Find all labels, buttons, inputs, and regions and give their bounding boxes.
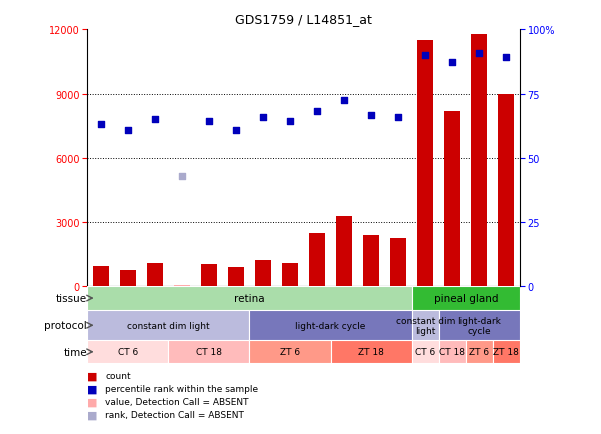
Point xyxy=(501,55,511,62)
Text: ■: ■ xyxy=(87,410,97,419)
Text: ZT 6: ZT 6 xyxy=(469,348,489,356)
Bar xyxy=(363,235,379,286)
Bar xyxy=(168,341,249,363)
Text: CT 18: CT 18 xyxy=(196,348,222,356)
Bar xyxy=(412,310,439,341)
Text: tissue: tissue xyxy=(56,293,87,303)
Text: constant dim light: constant dim light xyxy=(127,321,210,330)
Text: CT 6: CT 6 xyxy=(415,348,435,356)
Point xyxy=(123,127,132,134)
Bar xyxy=(466,341,493,363)
Bar xyxy=(255,261,271,286)
Bar xyxy=(471,35,487,286)
Bar xyxy=(249,341,331,363)
Point xyxy=(285,118,294,125)
Bar xyxy=(87,286,412,310)
Text: light-dark cycle: light-dark cycle xyxy=(295,321,366,330)
Point xyxy=(367,112,376,119)
Text: retina: retina xyxy=(234,293,264,303)
Bar xyxy=(87,310,249,341)
Bar xyxy=(444,112,460,286)
Point xyxy=(204,118,214,125)
Bar xyxy=(282,263,298,286)
Text: value, Detection Call = ABSENT: value, Detection Call = ABSENT xyxy=(105,397,249,406)
Text: count: count xyxy=(105,371,131,380)
Point xyxy=(96,121,106,128)
Point xyxy=(231,127,240,134)
Bar xyxy=(336,216,352,286)
Bar xyxy=(493,341,520,363)
Text: time: time xyxy=(64,347,87,357)
Point xyxy=(475,50,484,57)
Point xyxy=(150,116,160,123)
Bar xyxy=(417,41,433,286)
Bar xyxy=(439,310,520,341)
Text: constant dim
light: constant dim light xyxy=(395,316,455,335)
Point xyxy=(258,115,268,122)
Bar xyxy=(249,310,412,341)
Bar xyxy=(93,266,109,286)
Bar xyxy=(412,341,439,363)
Text: light-dark
cycle: light-dark cycle xyxy=(457,316,501,335)
Point xyxy=(421,53,430,59)
Point xyxy=(339,97,349,104)
Text: pineal gland: pineal gland xyxy=(433,293,498,303)
Text: CT 6: CT 6 xyxy=(118,348,138,356)
Text: percentile rank within the sample: percentile rank within the sample xyxy=(105,384,258,393)
Text: ■: ■ xyxy=(87,384,97,393)
Title: GDS1759 / L14851_at: GDS1759 / L14851_at xyxy=(235,13,372,26)
Bar xyxy=(309,233,325,286)
Text: ZT 6: ZT 6 xyxy=(280,348,300,356)
Bar xyxy=(412,286,520,310)
Point xyxy=(177,173,187,180)
Bar xyxy=(390,238,406,286)
Bar xyxy=(439,341,466,363)
Text: CT 18: CT 18 xyxy=(439,348,465,356)
Bar xyxy=(147,263,163,286)
Point xyxy=(313,108,322,115)
Bar xyxy=(120,270,136,286)
Text: ■: ■ xyxy=(87,397,97,406)
Text: protocol: protocol xyxy=(44,321,87,330)
Bar xyxy=(201,264,217,286)
Bar xyxy=(228,267,244,286)
Bar xyxy=(498,94,514,286)
Point xyxy=(447,59,457,66)
Bar xyxy=(87,341,168,363)
Text: ZT 18: ZT 18 xyxy=(358,348,384,356)
Point xyxy=(394,115,403,122)
Bar xyxy=(331,341,412,363)
Text: rank, Detection Call = ABSENT: rank, Detection Call = ABSENT xyxy=(105,410,244,419)
Text: ■: ■ xyxy=(87,371,97,380)
Text: ZT 18: ZT 18 xyxy=(493,348,519,356)
